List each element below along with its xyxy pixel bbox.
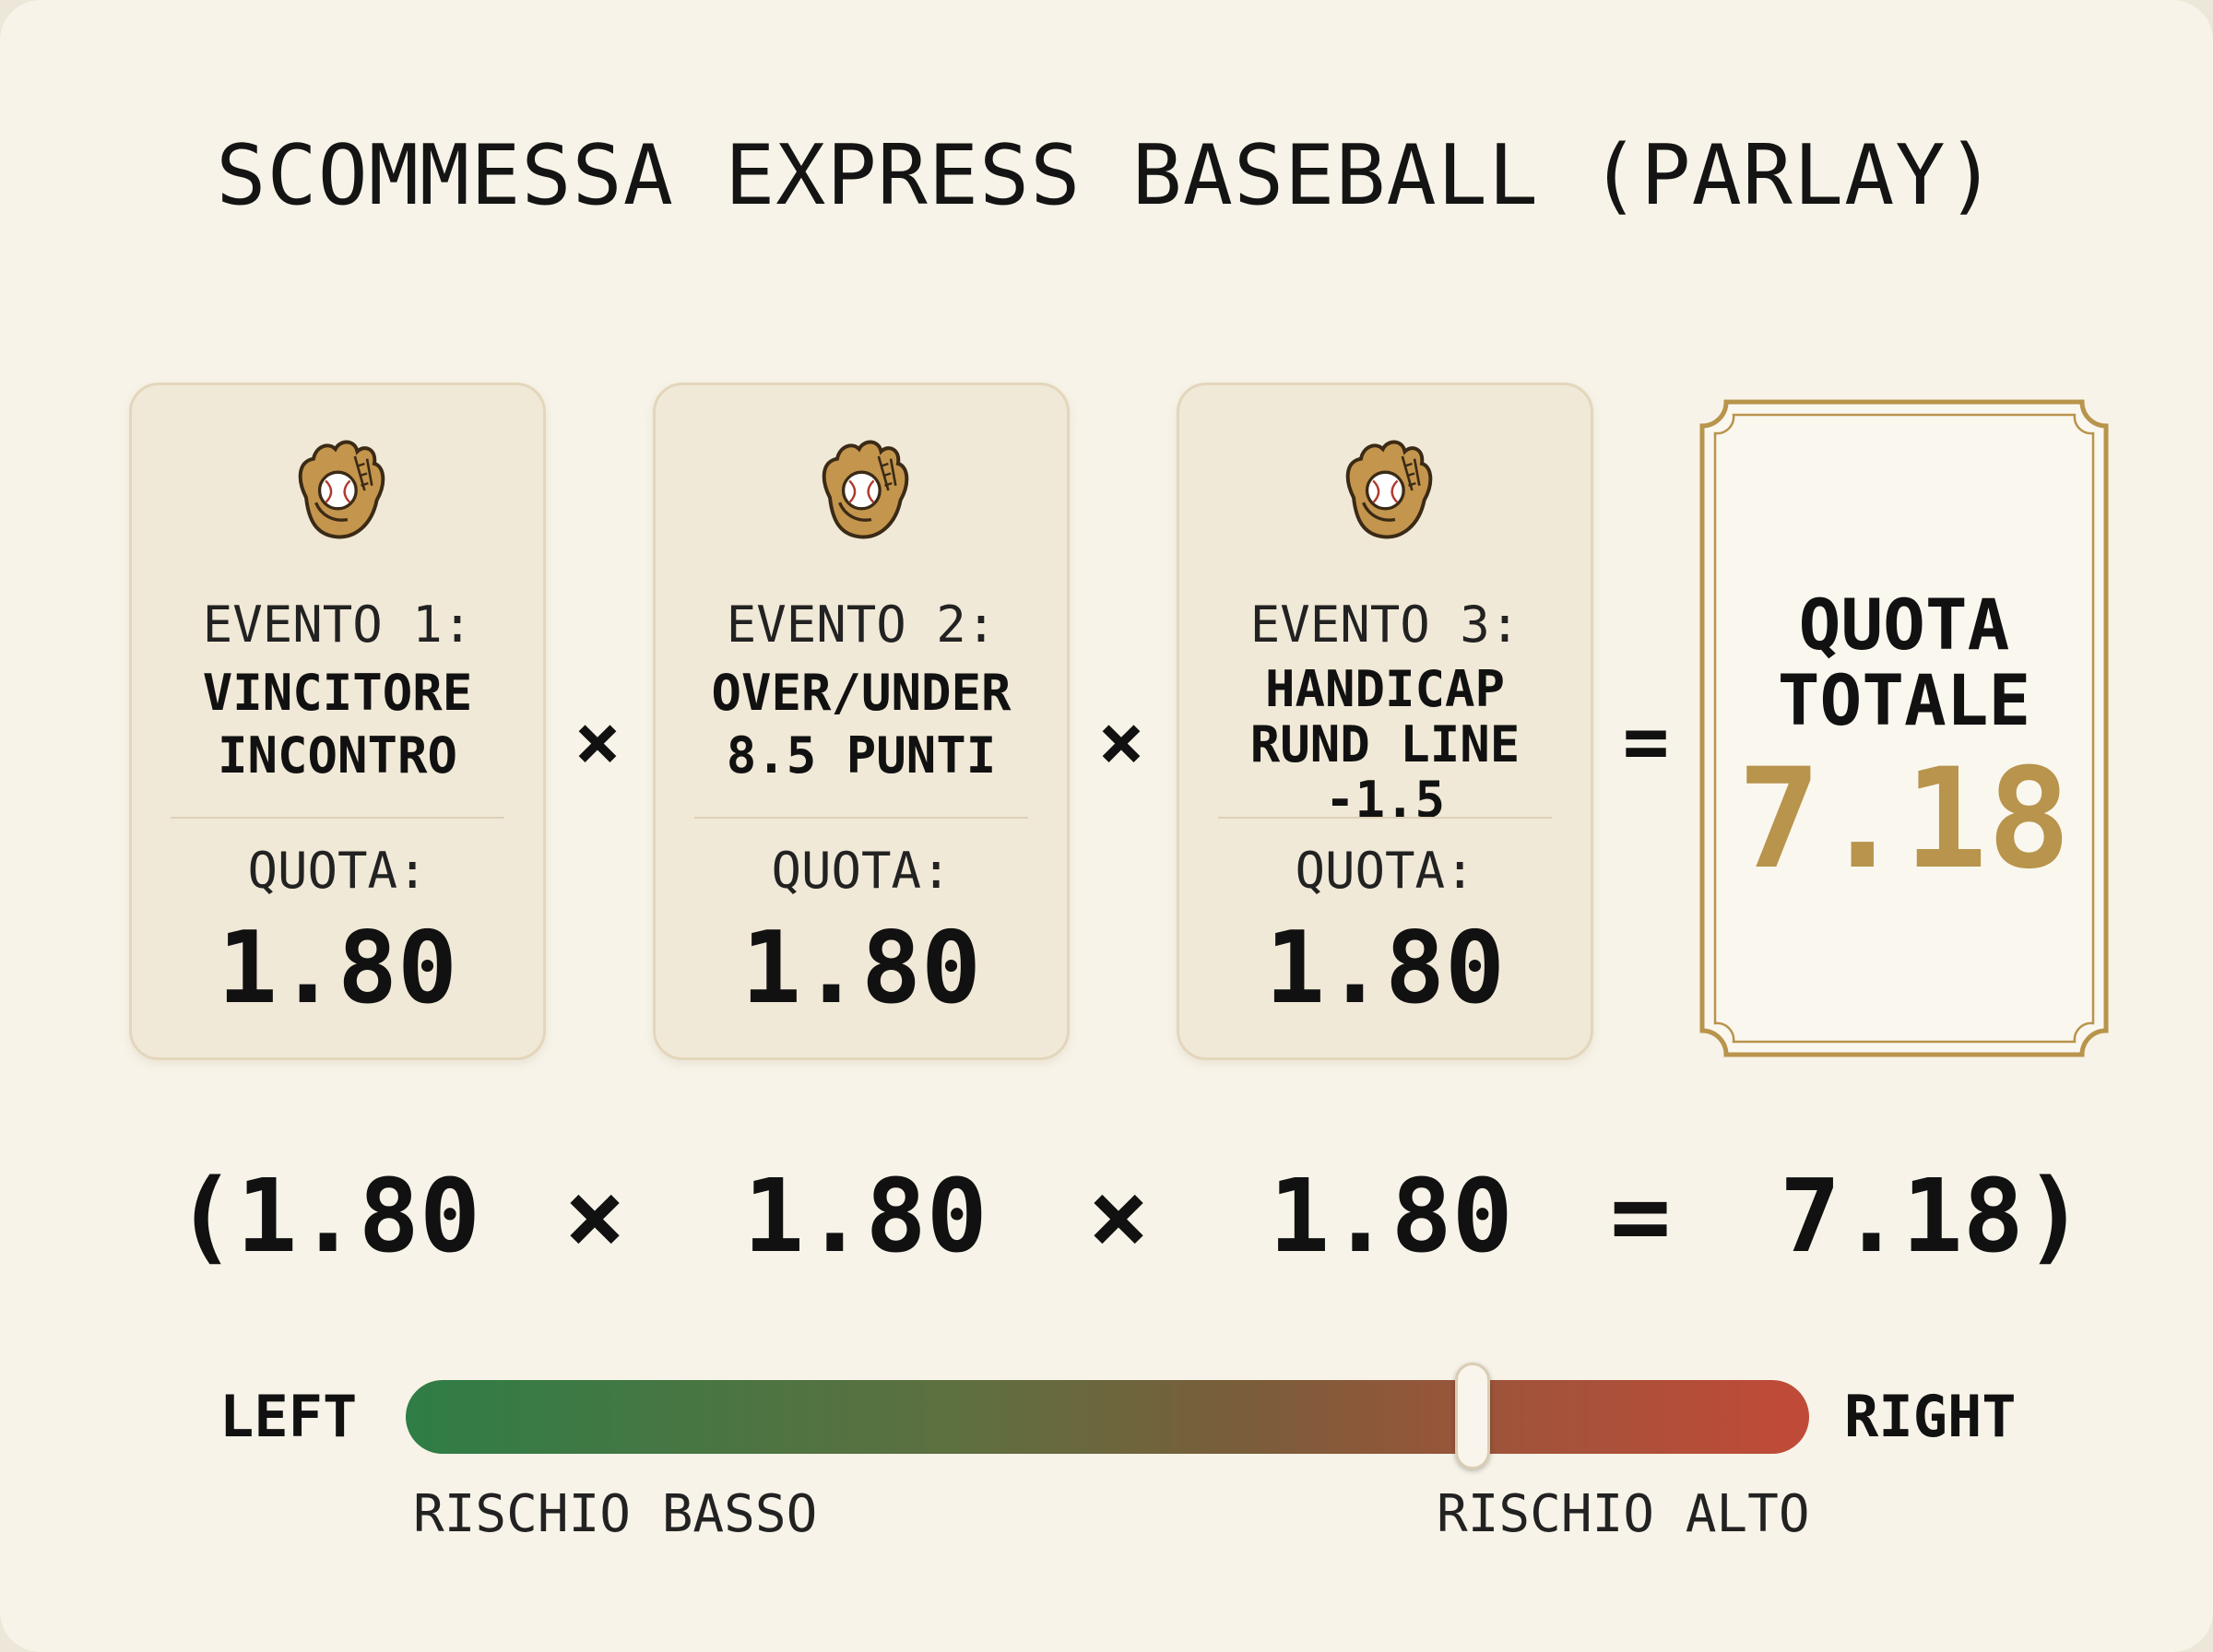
formula-multiply-1: × — [564, 1157, 626, 1275]
quota-label: QUOTA: — [247, 842, 428, 900]
page-title: SCOMMESSA EXPRESS BASEBALL (PARLAY) — [216, 127, 1997, 224]
quota-value: 1.80 — [217, 911, 458, 1026]
formula-multiply-2: × — [1088, 1157, 1150, 1275]
formula-equals: = — [1610, 1157, 1672, 1275]
divider — [1218, 817, 1552, 820]
risk-right-label: RIGHT — [1844, 1383, 2017, 1450]
ornate-frame — [1699, 399, 2109, 1057]
quota-label: QUOTA: — [771, 842, 952, 900]
multiply-sign: × — [1097, 696, 1145, 786]
formula-term-2: 1.80 — [743, 1157, 988, 1275]
multiply-sign: × — [574, 696, 621, 786]
divider — [171, 817, 504, 819]
risk-left-label: LEFT — [219, 1383, 358, 1450]
event-label: EVENTO 1: — [202, 596, 473, 654]
event-name: VINCITORE INCONTRO — [202, 664, 473, 785]
quota-value: 1.80 — [740, 911, 982, 1026]
event-card-2: EVENTO 2: OVER/UNDER 8.5 PUNTI QUOTA: 1.… — [653, 383, 1070, 1060]
total-label: QUOTA TOTALE — [1777, 584, 2031, 741]
risk-gradient-bar — [406, 1380, 1809, 1454]
risk-high-label: RISCHIO ALTO — [1437, 1484, 1810, 1544]
event-label: EVENTO 3: — [1249, 596, 1521, 654]
event-name: OVER/UNDER 8.5 PUNTI — [711, 664, 1012, 785]
event-card-1: EVENTO 1: VINCITORE INCONTRO QUOTA: 1.80 — [129, 383, 546, 1060]
quota-label: QUOTA: — [1295, 842, 1475, 900]
baseball-glove-icon — [298, 440, 385, 539]
formula-term-1: (1.80 — [175, 1157, 481, 1275]
event-label: EVENTO 2: — [726, 596, 997, 654]
event-name: HANDICAP RUND LINE -1.5 — [1249, 660, 1521, 829]
risk-low-label: RISCHIO BASSO — [413, 1484, 818, 1544]
baseball-glove-icon — [1345, 440, 1433, 539]
formula-result: 7.18) — [1780, 1157, 2086, 1275]
total-value: 7.18 — [1737, 739, 2071, 900]
baseball-glove-icon — [822, 440, 909, 539]
risk-slider-handle[interactable] — [1454, 1363, 1490, 1469]
equals-sign: = — [1622, 696, 1670, 786]
total-odds-frame: QUOTA TOTALE 7.18 — [1698, 398, 2110, 1058]
event-card-3: EVENTO 3: HANDICAP RUND LINE -1.5 QUOTA:… — [1177, 383, 1593, 1060]
formula-term-3: 1.80 — [1269, 1157, 1513, 1275]
divider — [694, 817, 1028, 819]
quota-value: 1.80 — [1264, 911, 1506, 1026]
